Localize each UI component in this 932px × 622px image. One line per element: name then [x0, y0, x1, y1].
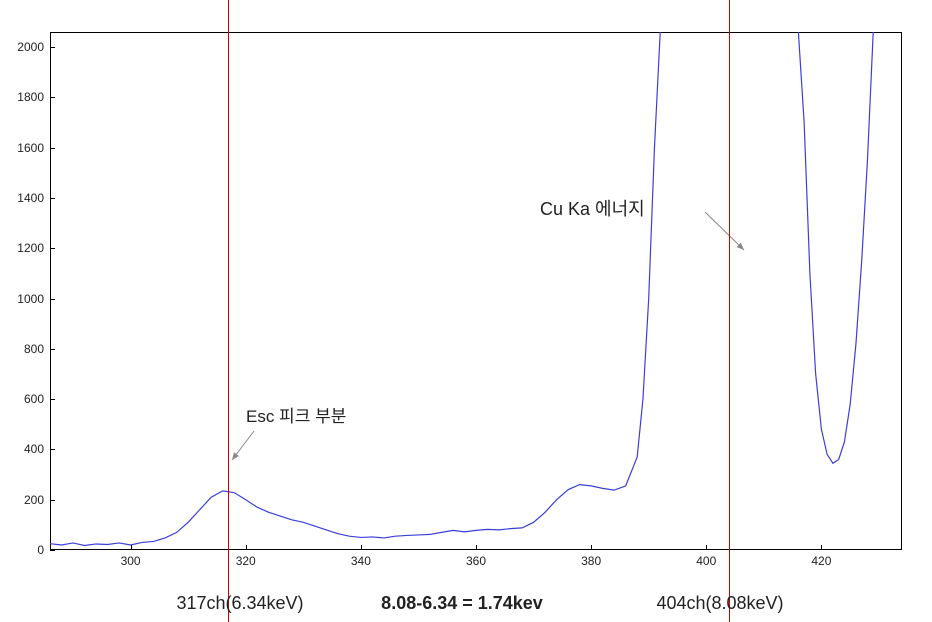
- y-tick-label: 1000: [0, 292, 44, 306]
- x-tick-label: 420: [811, 554, 831, 568]
- y-tick-label: 0: [0, 543, 44, 557]
- y-tick-label: 600: [0, 392, 44, 406]
- bottom-label-left: 317ch(6.34keV): [176, 593, 303, 614]
- y-tick-label: 2000: [0, 40, 44, 54]
- x-tick-label: 340: [351, 554, 371, 568]
- marker-line: [228, 0, 229, 622]
- x-tick-label: 400: [696, 554, 716, 568]
- x-tick-label: 320: [236, 554, 256, 568]
- bottom-label-right: 404ch(8.08keV): [656, 593, 783, 614]
- y-tick-label: 400: [0, 442, 44, 456]
- y-tick-label: 200: [0, 493, 44, 507]
- y-tick-label: 1800: [0, 90, 44, 104]
- marker-line: [729, 0, 730, 622]
- y-tick-label: 1600: [0, 141, 44, 155]
- y-tick-label: 800: [0, 342, 44, 356]
- x-tick-label: 300: [121, 554, 141, 568]
- annotation-esc-peak: Esc 피크 부분: [246, 402, 346, 427]
- annotation-cu-ka: Cu Ka 에너지: [540, 195, 645, 221]
- y-tick-label: 1200: [0, 241, 44, 255]
- y-tick-label: 1400: [0, 191, 44, 205]
- bottom-label-center: 8.08-6.34 = 1.74kev: [381, 593, 543, 614]
- x-tick-label: 380: [581, 554, 601, 568]
- x-tick-label: 360: [466, 554, 486, 568]
- svg-layer: [0, 0, 932, 622]
